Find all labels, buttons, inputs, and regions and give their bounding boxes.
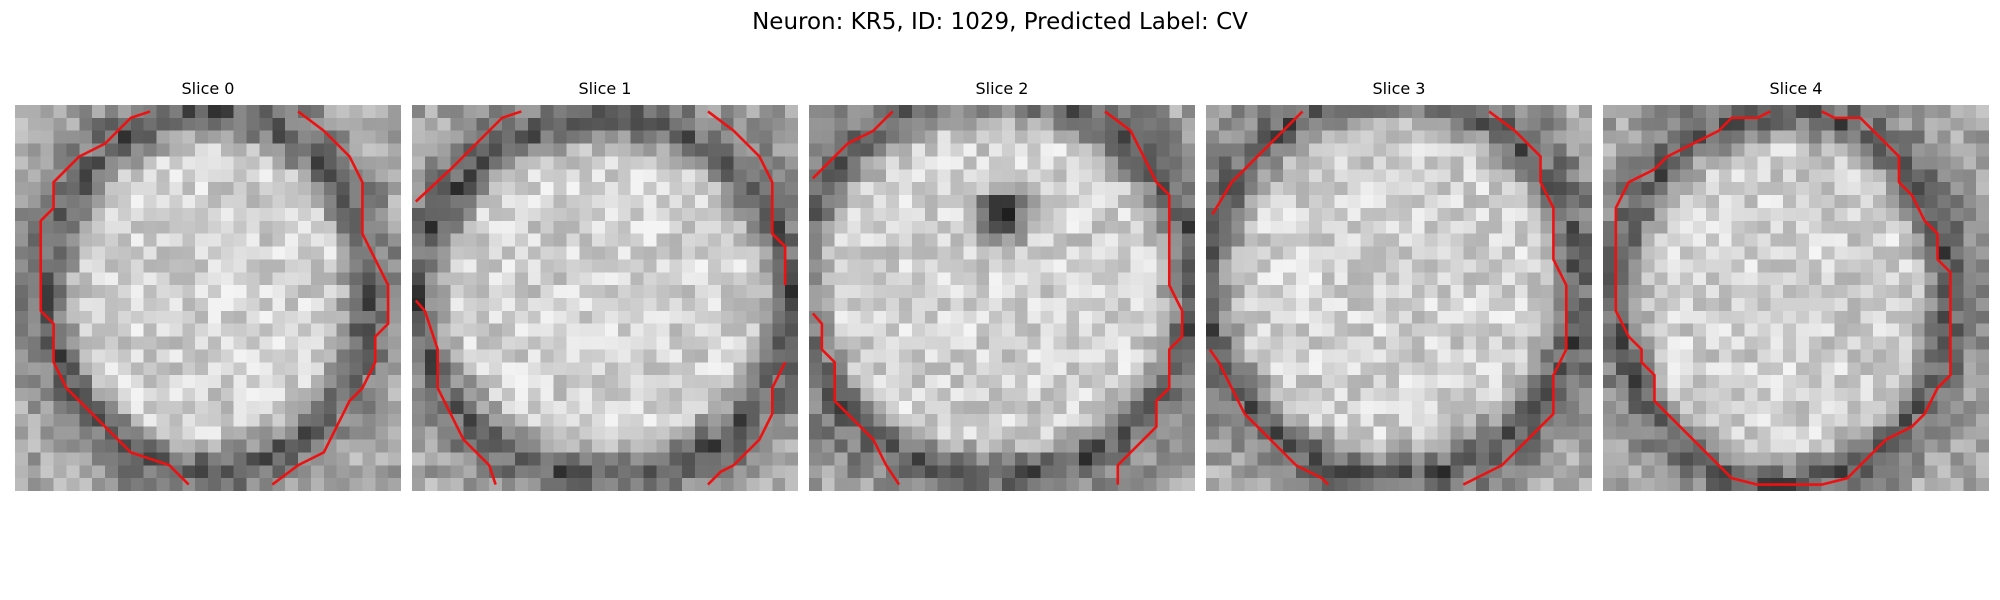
contour-line [707,110,787,286]
slice-title-4: Slice 4 [1769,79,1823,98]
slice-panel-4: Slice 4 [1603,79,1989,491]
contour-line [1462,110,1568,486]
slice-image-0 [15,105,401,491]
slice-title-2: Slice 2 [975,79,1029,98]
slice-title-1: Slice 1 [578,79,632,98]
slice-panel-2: Slice 2 [809,79,1195,491]
contour-line [271,110,390,486]
slice-title-0: Slice 0 [181,79,235,98]
contour-line [707,361,787,486]
slice-image-4 [1603,105,1989,491]
contour-line [1208,348,1330,486]
contour-line [811,110,894,180]
slice-panel-3: Slice 3 [1206,79,1592,491]
contour-line [414,299,497,485]
slice-image-3 [1206,105,1592,491]
slice-image-2 [809,105,1195,491]
contour-line [1614,110,1952,486]
contour-line [414,110,522,203]
slice-panel-0: Slice 0 [15,79,401,491]
slice-title-3: Slice 3 [1372,79,1426,98]
contour-line [39,110,190,486]
slice-panel-1: Slice 1 [412,79,798,491]
contour-line [811,312,901,486]
contour-line [1211,110,1304,216]
contour-line [1104,110,1184,485]
slice-image-1 [412,105,798,491]
figure-title: Neuron: KR5, ID: 1029, Predicted Label: … [752,9,1248,35]
